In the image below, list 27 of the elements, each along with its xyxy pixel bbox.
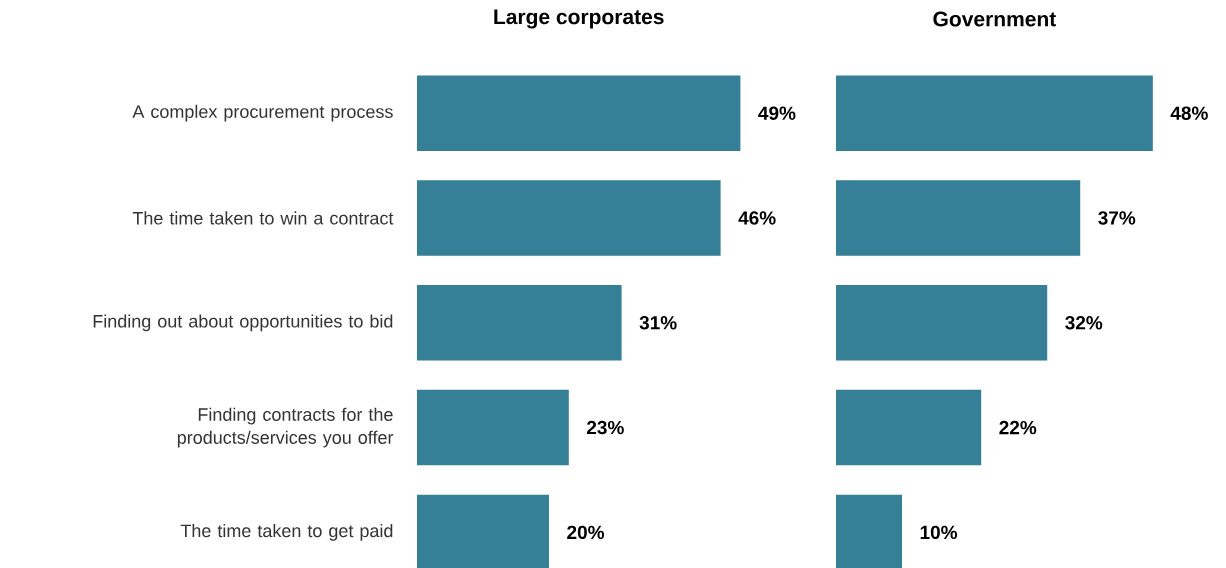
bar: [417, 180, 721, 256]
chart-title: Large corporates: [494, 9, 664, 29]
bar: [417, 285, 622, 361]
data-label: 20%: [567, 525, 605, 540]
data-label: 48%: [1170, 106, 1208, 120]
bar: [417, 389, 569, 466]
bar: [836, 285, 1048, 361]
data-label: 32%: [1065, 316, 1103, 330]
data-label: 49%: [758, 106, 796, 120]
y-tick-label: The time taken to get paid: [180, 523, 393, 541]
bar: [836, 389, 982, 466]
y-tick-label: The time taken to win a contract: [132, 211, 394, 225]
data-label: 23%: [586, 420, 624, 435]
bar: [417, 494, 549, 568]
y-tick-label: Finding out about opportunities to bid: [93, 314, 393, 332]
data-label: 10%: [920, 525, 958, 540]
bar: [836, 494, 903, 568]
chart-title: Government: [933, 11, 1056, 27]
data-label: 46%: [738, 211, 776, 225]
y-tick-label: Finding contracts for the products/services you offer: [177, 407, 394, 448]
bar: [417, 75, 741, 151]
data-label: 22%: [999, 420, 1037, 435]
y-tick-label: A complex procurement process: [132, 104, 393, 122]
data-label: 31%: [639, 316, 677, 330]
bar: [836, 180, 1081, 256]
data-label: 37%: [1098, 211, 1136, 225]
bar: [836, 75, 1153, 151]
